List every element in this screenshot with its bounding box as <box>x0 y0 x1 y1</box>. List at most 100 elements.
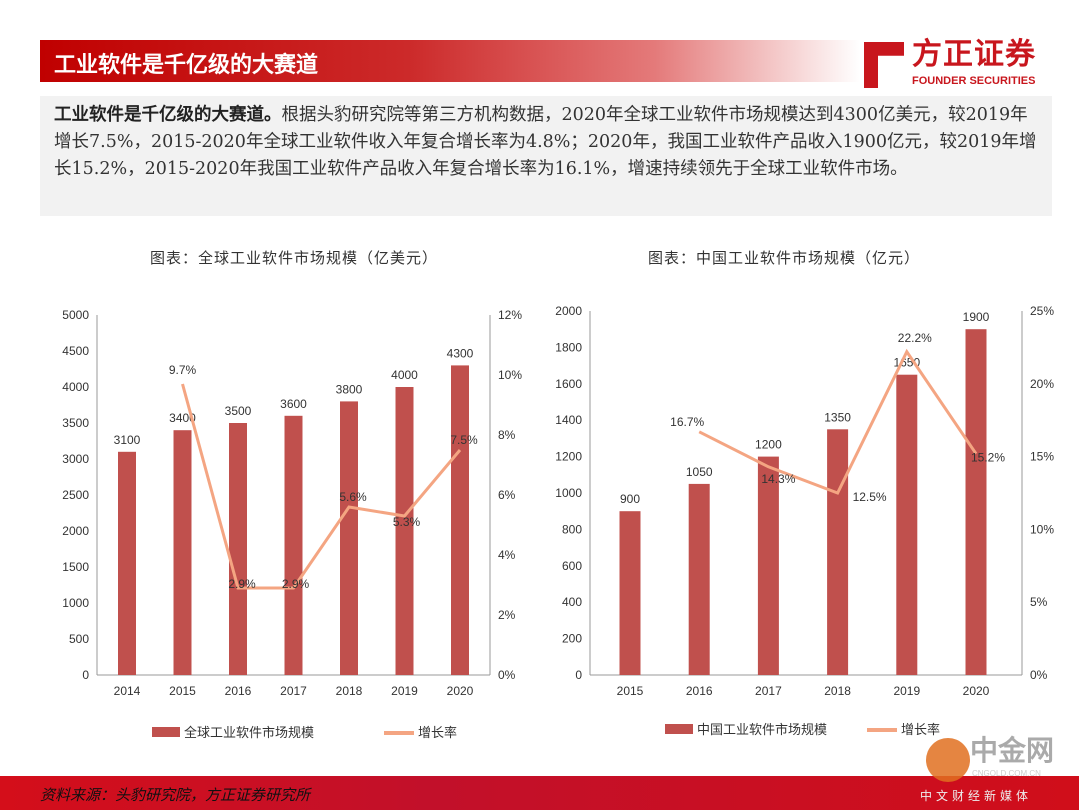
chart2-y2tick: 20% <box>1030 377 1054 391</box>
chart1-bar <box>395 387 414 675</box>
chart2-bar-label: 1350 <box>824 410 851 424</box>
chart1-line-label: 2.9% <box>228 577 256 591</box>
summary-body: 根据头豹研究院等第三方机构数据，2020年全球工业软件市场规模达到4300亿美元… <box>54 105 1037 179</box>
chart2-line-label: 14.3% <box>761 472 795 486</box>
chart1-bar <box>284 415 303 675</box>
chart2-legend-bar-swatch <box>665 724 693 734</box>
chart2-y2tick: 10% <box>1030 522 1054 536</box>
chart1-xtick: 2014 <box>114 684 141 698</box>
chart1-line-label: 7.5% <box>450 433 478 447</box>
chart1-ytick: 2000 <box>62 524 89 538</box>
chart2-title: 图表：中国工业软件市场规模（亿元） <box>648 249 921 267</box>
chart1-ytick: 2500 <box>62 488 89 502</box>
chart2-ytick: 1200 <box>555 450 582 464</box>
chart2-ytick: 600 <box>562 559 582 573</box>
chart1-xtick: 2019 <box>391 684 418 698</box>
chart2-xtick: 2016 <box>686 684 713 698</box>
chart1-bar <box>229 423 247 675</box>
page-title: 工业软件是千亿级的大赛道 <box>54 52 319 78</box>
header-banner: 工业软件是千亿级的大赛道 <box>40 40 860 82</box>
chart1-bar-label: 4000 <box>391 368 418 382</box>
chart2-y2tick: 5% <box>1030 595 1048 609</box>
chart1-bar <box>340 401 358 675</box>
summary-text: 工业软件是千亿级的大赛道。根据头豹研究院等第三方机构数据，2020年全球工业软件… <box>54 102 1044 183</box>
chart2-bar <box>688 483 710 675</box>
chart1-ytick: 4000 <box>62 380 89 394</box>
chart2-ytick: 400 <box>562 595 582 609</box>
chart2-bar <box>896 374 918 675</box>
chart1-y2tick: 4% <box>498 548 516 562</box>
watermark-logo-icon <box>926 738 970 782</box>
chart2-ytick: 1800 <box>555 340 582 354</box>
chart1-bar-label: 3600 <box>280 397 307 411</box>
chart1-ytick: 3500 <box>62 416 89 430</box>
chart2-ytick: 1400 <box>555 413 582 427</box>
chart1-legend-line-label: 增长率 <box>418 725 457 741</box>
logo-cn: 方正证券 <box>912 37 1036 72</box>
chart1-legend-bar-label: 全球工业软件市场规模 <box>184 725 314 741</box>
chart1-ytick: 0 <box>82 668 89 682</box>
chart1-y2tick: 10% <box>498 368 522 382</box>
watermark-slogan: 中文财经新媒体 <box>920 789 1033 803</box>
chart1-y2tick: 6% <box>498 488 516 502</box>
footer-bar: 资料来源：头豹研究院，方正证券研究所 <box>0 776 1079 810</box>
chart1-legend-bar-swatch <box>152 727 180 737</box>
chart1-line-label: 9.7% <box>169 363 197 377</box>
watermark-url: CNGOLD.COM.CN <box>972 769 1041 778</box>
chart1-growth-line <box>181 383 462 590</box>
chart2-ytick: 0 <box>575 668 582 682</box>
chart2-bar <box>965 329 987 675</box>
chart2-xtick: 2015 <box>617 684 644 698</box>
summary-box: 工业软件是千亿级的大赛道。根据头豹研究院等第三方机构数据，2020年全球工业软件… <box>40 96 1052 216</box>
chart2-bar <box>757 456 779 675</box>
chart1-bar-label: 3100 <box>114 433 141 447</box>
chart1-bar-label: 4300 <box>447 346 474 360</box>
chart2-growth-line <box>698 348 978 495</box>
chart1-bar <box>451 365 469 675</box>
chart1-xtick: 2017 <box>280 684 307 698</box>
chart2-ytick: 1000 <box>555 486 582 500</box>
chart2-line-label: 15.2% <box>971 451 1005 465</box>
chart1-y2tick: 12% <box>498 308 522 322</box>
chart2-line-label: 16.7% <box>670 415 704 429</box>
chart1-line-label: 5.3% <box>393 515 421 529</box>
chart2-line-label: 12.5% <box>853 490 887 504</box>
chart1-title: 图表：全球工业软件市场规模（亿美元） <box>150 249 439 267</box>
chart1-bar-label: 3800 <box>336 382 363 396</box>
chart2-y2tick: 0% <box>1030 668 1048 682</box>
chart1-line-label: 5.6% <box>339 490 367 504</box>
chart2-ytick: 1600 <box>555 377 582 391</box>
chart1-xtick: 2018 <box>336 684 363 698</box>
chart2-xtick: 2019 <box>893 684 920 698</box>
chart1-y2tick: 2% <box>498 608 516 622</box>
logo-en: FOUNDER SECURITIES <box>912 75 1036 87</box>
chart1-xtick: 2020 <box>447 684 474 698</box>
chart1-ytick: 4500 <box>62 344 89 358</box>
chart2-ytick: 800 <box>562 522 582 536</box>
chart2-y2tick: 25% <box>1030 304 1054 318</box>
chart2-bar <box>827 429 849 675</box>
chart1-ytick: 1500 <box>62 560 89 574</box>
chart2-ytick: 2000 <box>555 304 582 318</box>
chart1-xtick: 2016 <box>225 684 252 698</box>
chart1-y2tick: 8% <box>498 428 516 442</box>
source-note: 资料来源：头豹研究院，方正证券研究所 <box>40 786 311 804</box>
chart1-xtick: 2015 <box>169 684 196 698</box>
chart2-bar-label: 900 <box>620 492 640 506</box>
chart1-bar <box>118 451 136 675</box>
chart2-xtick: 2017 <box>755 684 782 698</box>
founder-logo: 方正证券 FOUNDER SECURITIES <box>862 38 1042 90</box>
chart2-xtick: 2020 <box>963 684 990 698</box>
chart2-bar-label: 1900 <box>963 310 990 324</box>
chart2-bar <box>619 511 641 675</box>
chart2-y2tick: 15% <box>1030 450 1054 464</box>
chart1-bar <box>173 430 192 675</box>
chart1-ytick: 3000 <box>62 452 89 466</box>
chart1-bar-label: 3500 <box>225 404 252 418</box>
chart2-ytick: 200 <box>562 632 582 646</box>
chart2-bar-label: 1050 <box>686 465 713 479</box>
watermark: 中金网 CNGOLD.COM.CN 中文财经新媒体 <box>920 736 1070 810</box>
chart1-ytick: 1000 <box>62 596 89 610</box>
chart2-legend-bar-label: 中国工业软件市场规模 <box>697 722 827 738</box>
chart1-y2tick: 0% <box>498 668 516 682</box>
